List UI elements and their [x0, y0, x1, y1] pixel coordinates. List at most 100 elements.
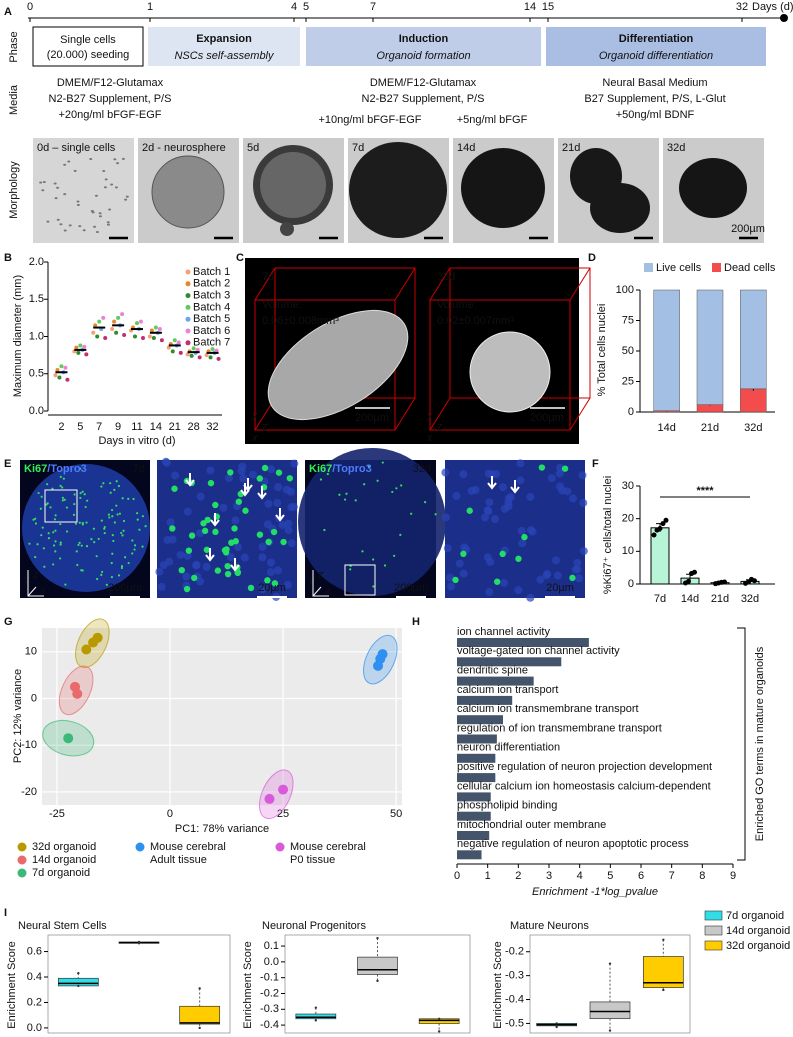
ki67-cell — [124, 556, 127, 559]
y-tick-label: 1.0 — [29, 330, 44, 342]
bar-segment — [653, 289, 680, 412]
ki67-cell — [235, 498, 243, 505]
ki67-cell — [54, 540, 57, 543]
ki67-cell — [399, 533, 402, 537]
ki67-cell — [131, 539, 134, 542]
media-addition: +10ng/ml bFGF-EGF — [318, 114, 421, 126]
ki67-cell — [424, 501, 427, 504]
scale-label: 20µm — [258, 582, 286, 594]
ki67-cell — [400, 484, 403, 487]
organoid — [151, 155, 225, 229]
ki67-cell — [59, 557, 62, 560]
nucleus — [552, 556, 561, 565]
point — [139, 319, 143, 324]
ki67-cell — [200, 520, 207, 527]
ki67-cell — [111, 515, 114, 518]
point — [153, 325, 158, 330]
phase-subtitle: Organoid formation — [376, 50, 470, 62]
ki67-cell — [65, 530, 69, 533]
ki67-cell — [499, 550, 506, 558]
ki67-cell — [52, 563, 55, 566]
cell — [125, 195, 129, 198]
y-tick-label: -0.2 — [505, 946, 524, 958]
ki67-cell — [34, 517, 37, 520]
y-tick-label: 10 — [622, 545, 634, 557]
ki67-cell — [110, 576, 114, 579]
term-label: dendritic spine — [457, 665, 528, 677]
point — [204, 353, 209, 358]
ki67-cell — [52, 531, 55, 534]
nucleus — [443, 544, 452, 553]
x-tick-label: 7 — [669, 870, 675, 882]
axis-glyph: z — [261, 421, 268, 433]
ki67-cell — [122, 529, 125, 532]
nucleus — [447, 582, 456, 591]
point — [78, 343, 83, 348]
ki67-cell — [53, 518, 57, 521]
axis-title: Days in vitro (d) — [98, 435, 175, 447]
nucleus — [258, 553, 267, 562]
axis-glyph: x — [324, 586, 331, 598]
x-tick-label: 32d — [744, 422, 762, 434]
point — [101, 315, 106, 320]
y-tick-label: 25 — [622, 375, 634, 387]
point — [166, 345, 171, 350]
morphology-label: 21d — [562, 142, 580, 154]
ki67-cell — [79, 492, 82, 495]
legend-marker — [185, 293, 191, 299]
ki67-cell — [127, 497, 130, 500]
timeline-day: 0 — [27, 1, 33, 13]
bar — [457, 638, 589, 647]
inset-box — [344, 564, 376, 596]
panel-letter: C — [236, 252, 244, 264]
ki67-cell — [183, 585, 191, 593]
ki67-cell — [51, 487, 54, 490]
x-tick-label: 14 — [150, 421, 162, 433]
nucleus — [536, 575, 545, 584]
organoid-section — [298, 448, 446, 596]
bar — [457, 657, 562, 667]
ki67-cell — [115, 504, 118, 507]
x-tick-label: 9 — [730, 870, 736, 882]
term-label: calcium ion transport — [457, 684, 559, 696]
ki67-cell — [85, 544, 89, 548]
nucleus — [165, 557, 174, 566]
ki67-cell — [171, 485, 178, 492]
wire-edge — [429, 397, 451, 431]
bar — [457, 715, 503, 725]
ki67-cell — [62, 477, 65, 480]
ki67-cell — [79, 496, 82, 500]
arrow — [243, 478, 253, 492]
x-tick-label: 14d — [681, 593, 699, 605]
chart-title: Neural Stem Cells — [18, 920, 107, 932]
point — [147, 334, 152, 339]
organoid-core — [260, 152, 326, 218]
ki67-cell — [65, 506, 69, 509]
point — [103, 335, 108, 340]
render-day: 7d — [262, 271, 274, 283]
volume-value: 0.02±0.007mm³ — [437, 315, 514, 327]
nucleus — [460, 543, 469, 552]
nucleus — [155, 567, 164, 576]
nucleus — [446, 573, 455, 582]
organoid — [349, 142, 447, 238]
nucleus — [192, 561, 201, 570]
term-label: phospholipid binding — [457, 800, 557, 812]
x-tick-label: 25 — [277, 808, 289, 820]
legend-marker — [275, 842, 285, 852]
media-text: +20ng/ml bFGF-EGF — [58, 109, 161, 121]
point — [686, 578, 691, 584]
y-tick-label: 0.0 — [29, 405, 44, 417]
ki67-cell — [59, 522, 62, 526]
organoid — [253, 145, 333, 236]
ki67-cell — [80, 544, 83, 547]
legend-label: Batch 1 — [193, 266, 230, 278]
y-tick-label: 0.4 — [27, 971, 42, 983]
ki67-cell — [127, 561, 130, 565]
point — [208, 355, 213, 360]
phase-title: Induction — [399, 33, 449, 45]
x-tick-label: 32 — [206, 421, 218, 433]
row-label: Phase — [8, 31, 20, 62]
term-label: positive regulation of neuron projection… — [457, 761, 712, 773]
ki67-cell — [207, 479, 215, 487]
